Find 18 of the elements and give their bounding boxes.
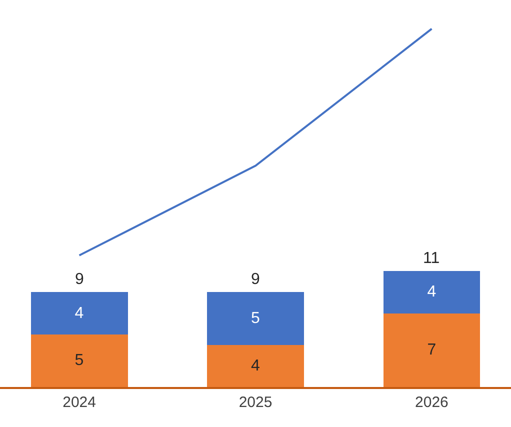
x-tick-label: 2026: [415, 394, 448, 411]
data-label: 4: [251, 357, 260, 374]
data-label: 5: [74, 352, 84, 370]
data-label: 4: [427, 284, 436, 301]
bar: [207, 344, 304, 387]
bar: [383, 313, 480, 387]
data-label: 4: [74, 304, 84, 322]
data-label: 5: [251, 310, 260, 328]
data-label: 7: [427, 342, 436, 359]
bar: [30, 334, 128, 387]
x-tick-label: 2024: [62, 394, 96, 411]
bar: [383, 271, 480, 314]
total-label: 9: [75, 271, 84, 288]
x-tick-label: 2025: [238, 394, 272, 411]
bar: [30, 292, 128, 334]
total-label: 11: [423, 250, 440, 267]
total-label: 9: [251, 271, 260, 288]
bar: [207, 292, 304, 345]
